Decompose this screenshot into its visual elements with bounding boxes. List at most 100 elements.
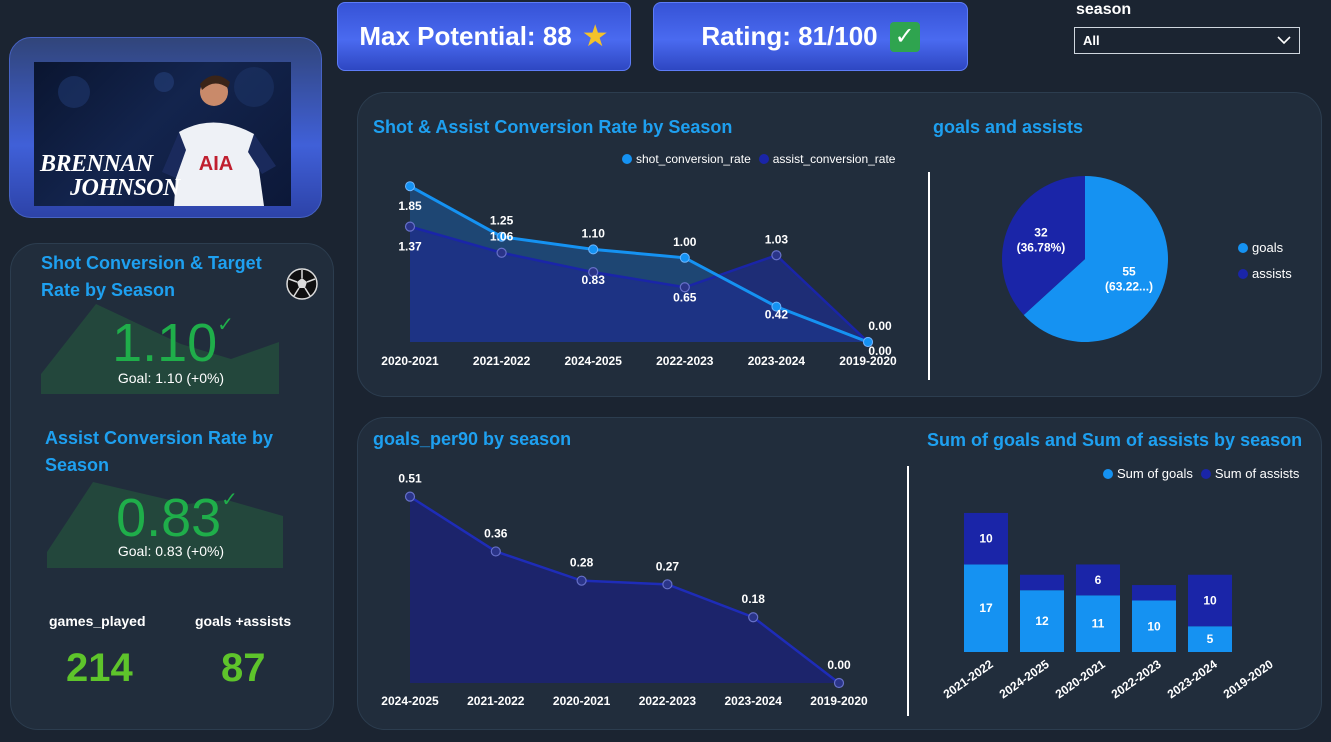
shot-data-label: 1.10 xyxy=(582,226,606,240)
pie-legend-goals: goals xyxy=(1238,240,1283,255)
bar-goals-label: 5 xyxy=(1207,632,1214,646)
player-photo-card: AIA BRENNAN JOHNSON xyxy=(9,37,322,218)
pie-slice-goals xyxy=(1023,176,1168,342)
bars-divider xyxy=(907,466,909,716)
bar-assists-label: 10 xyxy=(1203,594,1217,608)
goals-assists-label: goals +assists xyxy=(195,613,292,629)
shot-data-label: 1.00 xyxy=(673,235,697,249)
rating-label: Rating: 81/100 xyxy=(701,21,878,51)
x-tick-label: 2020-2021 xyxy=(381,354,439,368)
gp90-point xyxy=(662,579,673,590)
pie-value-label: 32 xyxy=(1034,226,1048,240)
assist-data-label: 1.03 xyxy=(765,232,789,246)
goals-per90-title: goals_per90 by season xyxy=(373,429,572,449)
assist-data-label: 1.37 xyxy=(398,240,422,254)
assist-trend-area xyxy=(47,482,283,568)
x-tick-label: 2024-2025 xyxy=(565,354,623,368)
bar-assists xyxy=(1188,574,1232,627)
gp90-point xyxy=(490,546,501,557)
bar-goals-label: 11 xyxy=(1092,617,1105,631)
bar-goals xyxy=(1188,626,1232,652)
assist-point xyxy=(588,267,599,278)
player-photo: AIA BRENNAN JOHNSON xyxy=(34,62,291,206)
conversion-divider xyxy=(928,172,930,380)
x-tick-label: 2023-2024 xyxy=(748,354,806,368)
bar-assists xyxy=(1132,585,1176,601)
assist-point xyxy=(771,250,782,261)
gp90-point xyxy=(576,575,587,586)
games-played-label: games_played xyxy=(49,613,146,629)
shot-data-label: 1.85 xyxy=(398,199,422,213)
sponsor-text: AIA xyxy=(199,153,233,175)
legend-dot-sum-assists xyxy=(1200,468,1211,479)
assist-data-label: 0.65 xyxy=(673,290,697,304)
shot-point xyxy=(771,301,782,312)
max-potential-label: Max Potential: 88 xyxy=(359,21,572,51)
legend-dot-sum-goals xyxy=(1103,468,1113,479)
sum-bars-title: Sum of goals and Sum of assists by seaso… xyxy=(927,430,1303,450)
assist-conversion-goal: Goal: 0.83 (+0%) xyxy=(117,543,225,559)
pie-value-label: 55 xyxy=(1122,264,1136,278)
shot-trend-area xyxy=(41,304,279,394)
assist-point xyxy=(679,282,690,293)
pie-legend-goals-label: goals xyxy=(1252,240,1284,255)
x-tick-label: 2023-2024 xyxy=(1165,657,1220,702)
sum-goals-assists-bar-chart: 17 10 2021-2022 12 2024-2025 11 6 2020-2021 10 20… xyxy=(941,512,1276,702)
gp90-point xyxy=(833,677,845,689)
x-tick-label: 2020-2021 xyxy=(553,694,611,708)
shot-conversion-value: 1.10✓ xyxy=(112,313,234,373)
pie-legend-assists: assists xyxy=(1238,266,1292,281)
pie-legend-assists-label: assists xyxy=(1252,266,1292,281)
assist-data-label: 0.83 xyxy=(582,273,606,287)
gp90-data-label: 0.27 xyxy=(656,559,680,573)
sum-bars-legend: Sum of goals Sum of assists xyxy=(1103,466,1299,481)
shot-point xyxy=(679,252,690,263)
season-dropdown[interactable]: All xyxy=(1074,27,1300,54)
bar-goals-label: 17 xyxy=(979,601,993,615)
max-potential-kpi: Max Potential: 88 ★ xyxy=(337,2,631,71)
assist-data-label: 0.00 xyxy=(868,344,892,358)
player-name: BRENNAN JOHNSON xyxy=(40,152,180,200)
shot-data-label: 0.00 xyxy=(868,319,892,333)
gp90-data-label: 0.00 xyxy=(827,658,851,672)
shot-line xyxy=(409,184,869,344)
legend-dot-shot xyxy=(622,154,632,164)
pie-slice-assists xyxy=(1002,176,1085,315)
x-tick-label: 2022-2023 xyxy=(639,694,697,708)
pie-pct-label: (36.78%) xyxy=(1017,241,1066,255)
x-tick-label: 2024-2025 xyxy=(381,694,439,708)
chevron-down-icon xyxy=(1277,36,1291,45)
legend-sum-goals-label: Sum of goals xyxy=(1117,466,1193,481)
conversion-chart-legend: shot_conversion_rate assist_conversion_r… xyxy=(622,152,895,166)
gp90-point xyxy=(748,612,759,623)
gp90-data-label: 0.51 xyxy=(398,472,422,486)
gp90-point xyxy=(404,491,416,502)
season-slicer-label: season xyxy=(1076,1,1132,18)
shot-point xyxy=(405,181,415,192)
x-tick-label: 2022-2023 xyxy=(1109,657,1164,702)
x-tick-label: 2021-2022 xyxy=(473,354,531,368)
x-tick-label: 2020-2021 xyxy=(1053,657,1108,702)
bar-assists xyxy=(964,512,1008,565)
x-tick-label: 2019-2020 xyxy=(810,694,868,708)
pie-chart-title: goals and assists xyxy=(933,117,1084,137)
legend-sum-assists-label: Sum of assists xyxy=(1214,466,1300,481)
x-tick-label: 2023-2024 xyxy=(725,694,783,708)
check-icon: ✓ xyxy=(889,21,920,52)
bar-assists-label: 6 xyxy=(1095,573,1102,587)
shot-data-label: 1.25 xyxy=(490,214,514,228)
goals-assists-value: 87 xyxy=(221,646,266,690)
pie-pct-label: (63.22...) xyxy=(1105,279,1153,293)
player-name-line2: JOHNSON xyxy=(70,175,180,201)
assist-data-label: 1.06 xyxy=(490,230,514,244)
assist-line xyxy=(409,225,869,343)
x-tick-label: 2021-2022 xyxy=(467,694,525,708)
season-dropdown-value: All xyxy=(1083,33,1100,48)
shot-point xyxy=(496,231,507,242)
soccer-ball-icon xyxy=(286,268,318,300)
bar-goals-label: 10 xyxy=(1147,619,1161,633)
bar-goals xyxy=(964,564,1008,652)
legend-dot-assist xyxy=(758,154,769,164)
x-tick-label: 2019-2020 xyxy=(1221,657,1276,702)
player-illustration: AIA xyxy=(58,67,276,206)
